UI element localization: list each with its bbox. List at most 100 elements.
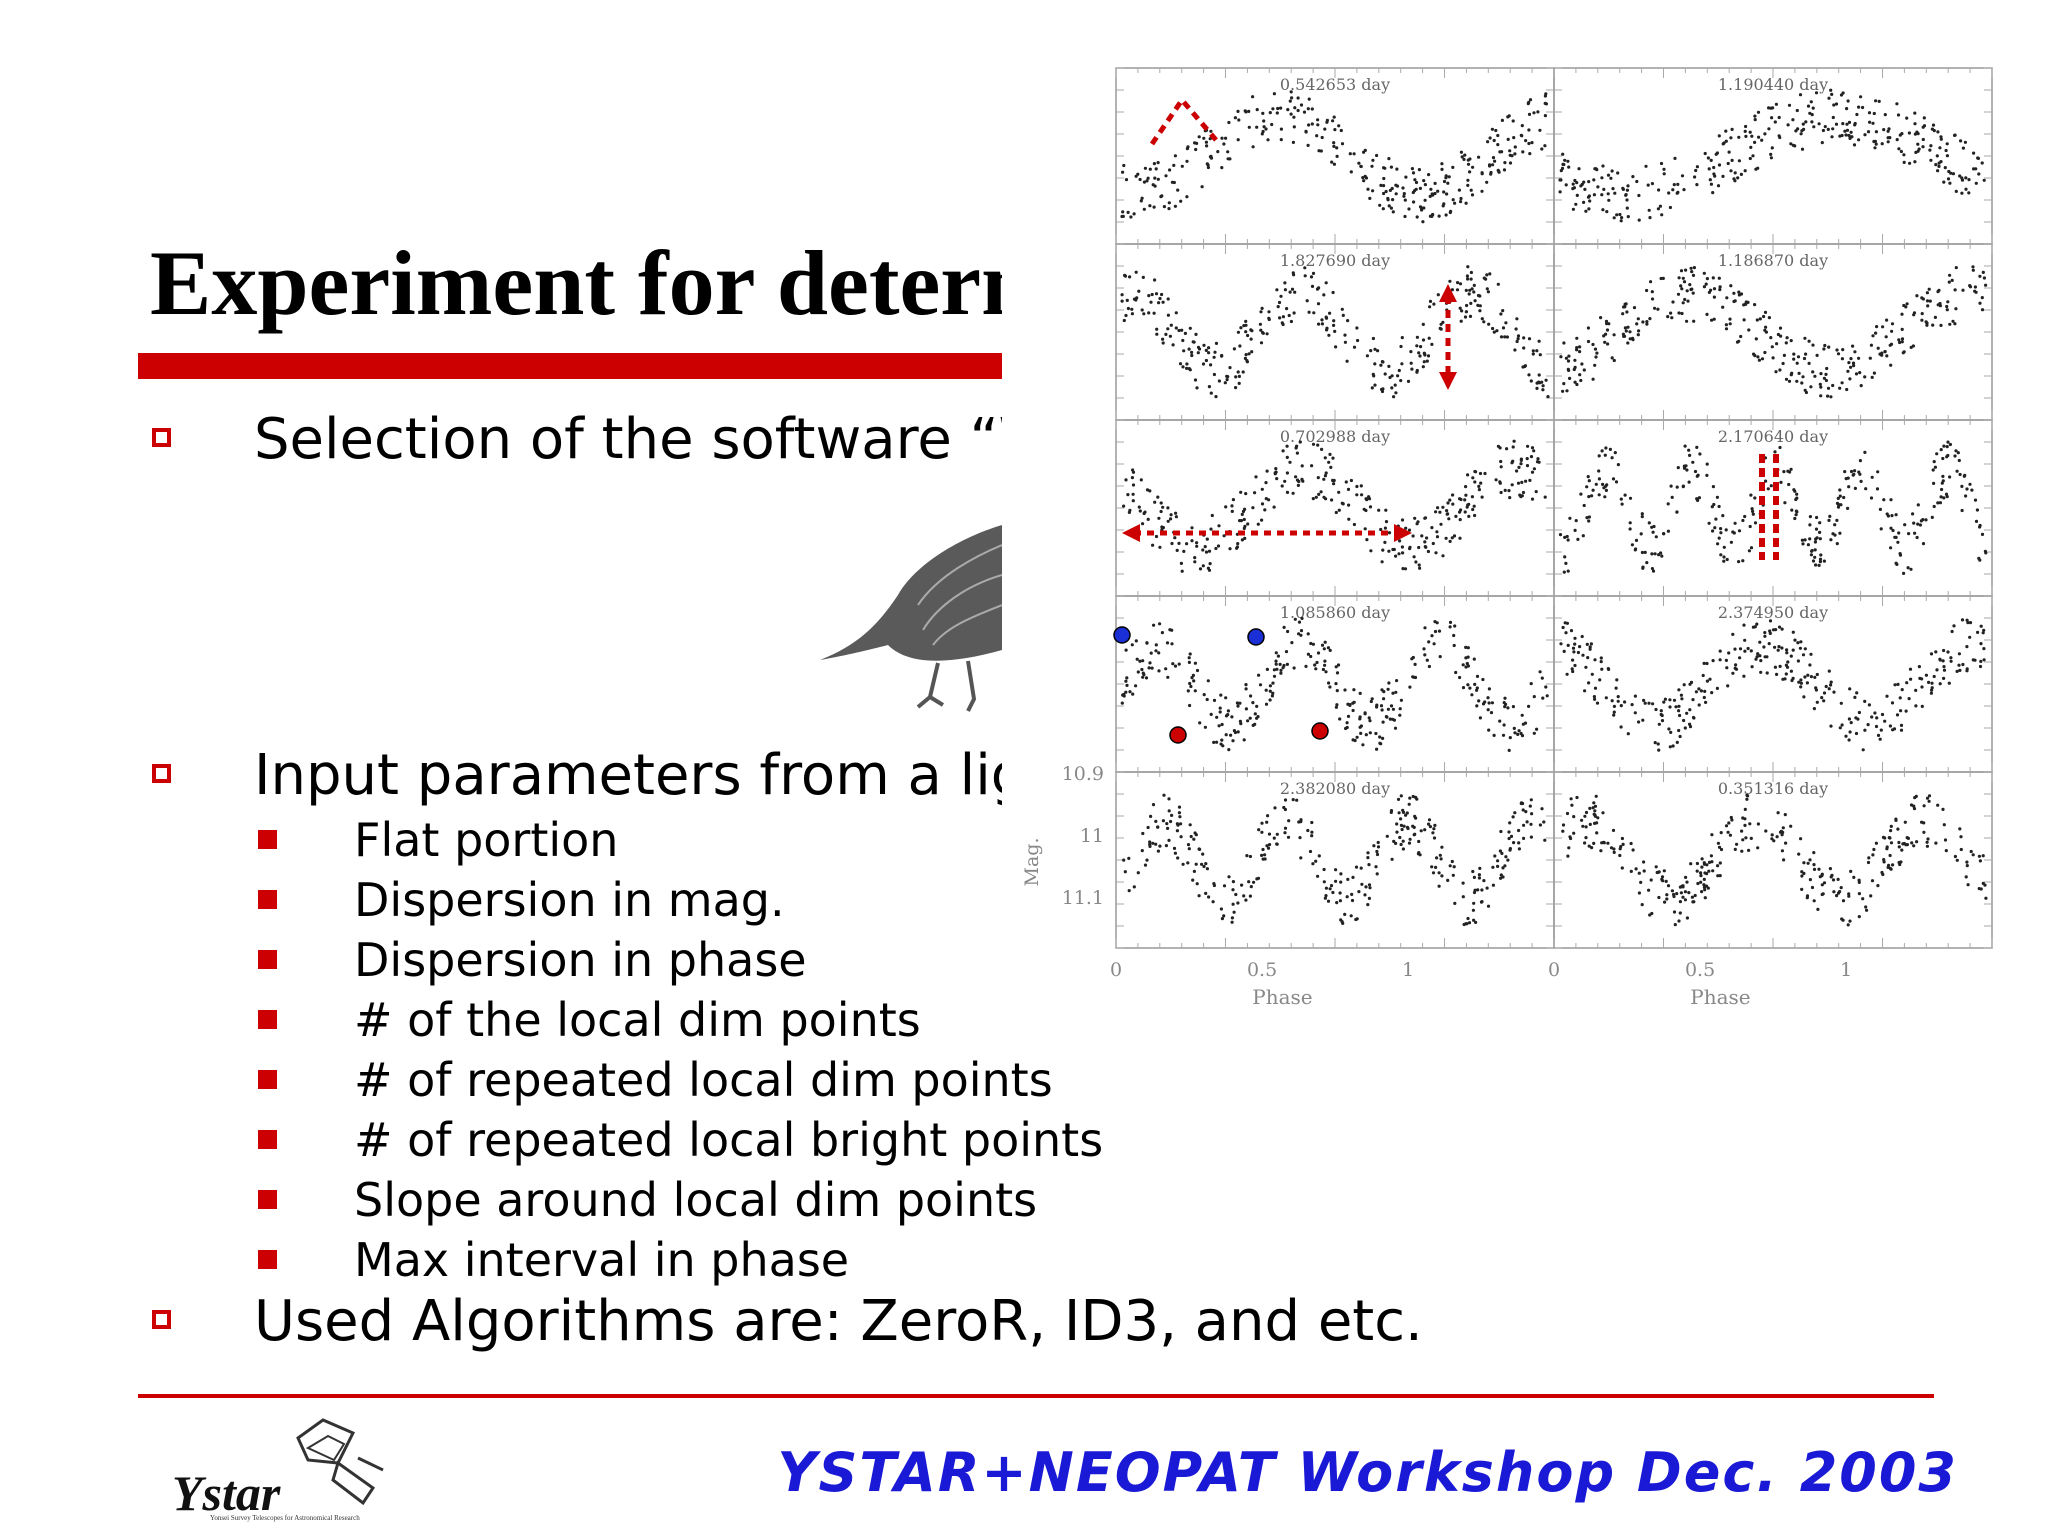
data-point [1653, 741, 1657, 745]
data-point [1304, 664, 1308, 669]
data-point [1960, 176, 1964, 180]
data-point [1612, 713, 1616, 717]
data-point [1840, 133, 1844, 138]
data-point [1823, 343, 1827, 348]
data-point [1339, 872, 1343, 876]
data-point [1492, 733, 1496, 738]
data-point [1688, 722, 1692, 726]
data-point [1622, 334, 1626, 338]
data-point [1899, 728, 1904, 732]
data-point [1729, 815, 1733, 820]
data-point [1583, 814, 1587, 818]
data-point [1193, 661, 1197, 665]
data-point [1580, 818, 1584, 822]
data-point [1679, 891, 1683, 895]
data-point [1666, 884, 1671, 888]
data-point [1396, 374, 1400, 378]
data-point [1612, 850, 1616, 855]
data-point [1380, 360, 1384, 364]
data-point [1212, 740, 1216, 745]
data-point [1149, 651, 1153, 655]
data-point [1220, 353, 1224, 358]
data-point [1984, 551, 1988, 555]
data-point [1270, 122, 1274, 127]
data-point [1939, 323, 1943, 327]
data-point [1831, 383, 1835, 388]
data-point [1696, 498, 1700, 502]
data-point [1423, 516, 1427, 520]
data-point [1284, 650, 1289, 654]
data-point [1175, 829, 1179, 833]
data-point [1512, 726, 1516, 731]
data-point [1258, 322, 1262, 326]
data-point [1330, 160, 1334, 164]
data-point [1914, 704, 1918, 708]
data-point [1521, 490, 1526, 495]
data-point [1592, 801, 1596, 805]
data-point [1229, 733, 1233, 737]
data-point [1849, 869, 1853, 874]
data-point [1201, 564, 1205, 568]
data-point [1157, 669, 1161, 673]
data-point [1190, 350, 1194, 354]
data-point [1941, 807, 1945, 812]
data-point [1836, 496, 1840, 500]
data-point [1142, 312, 1146, 316]
data-point [1477, 488, 1481, 492]
data-point [1519, 462, 1523, 466]
data-point [1786, 123, 1790, 127]
data-point [1273, 471, 1277, 475]
data-point [1859, 95, 1863, 99]
data-point [1979, 624, 1983, 628]
data-point [1575, 193, 1579, 197]
data-point [1592, 695, 1596, 699]
data-point [1593, 697, 1597, 701]
data-point [1692, 319, 1696, 323]
data-point [1358, 691, 1362, 696]
data-point [1502, 168, 1507, 172]
data-point [1893, 683, 1897, 687]
data-point [1688, 708, 1692, 712]
bullet-2-text: Input parameters from a light curve [254, 743, 1002, 808]
data-point [1618, 212, 1622, 217]
data-point [1260, 502, 1265, 506]
data-point [1693, 469, 1698, 474]
data-point [1217, 524, 1221, 528]
data-point [1587, 519, 1591, 523]
data-point [1217, 724, 1221, 728]
data-point [1289, 90, 1293, 94]
data-point [1493, 854, 1497, 858]
data-point [1308, 849, 1313, 854]
data-point [1134, 639, 1138, 643]
data-point [1185, 362, 1189, 366]
data-point [1922, 124, 1927, 128]
data-point [1287, 313, 1291, 318]
data-point [1743, 817, 1747, 821]
data-point [1482, 879, 1486, 883]
data-point [1949, 171, 1953, 175]
data-point [1585, 516, 1589, 520]
data-point [1177, 328, 1181, 333]
data-point [1773, 665, 1777, 669]
data-point [1528, 98, 1533, 102]
data-point [1370, 697, 1374, 701]
data-point [1781, 361, 1785, 366]
data-point [1438, 655, 1442, 659]
data-point [1569, 797, 1573, 801]
data-point [1439, 327, 1443, 331]
data-point [1509, 834, 1514, 839]
data-point [1854, 372, 1859, 376]
data-point [1442, 190, 1446, 194]
data-point [1954, 449, 1958, 453]
data-point [1861, 897, 1865, 901]
data-point [1473, 299, 1477, 303]
data-point [1415, 368, 1419, 373]
data-point [1789, 669, 1793, 673]
data-point [1662, 172, 1666, 176]
data-point [1327, 460, 1331, 464]
data-point [1515, 317, 1519, 321]
data-point [1314, 859, 1318, 863]
data-point [1657, 895, 1661, 900]
data-point [1635, 322, 1639, 326]
data-point [1620, 866, 1624, 870]
